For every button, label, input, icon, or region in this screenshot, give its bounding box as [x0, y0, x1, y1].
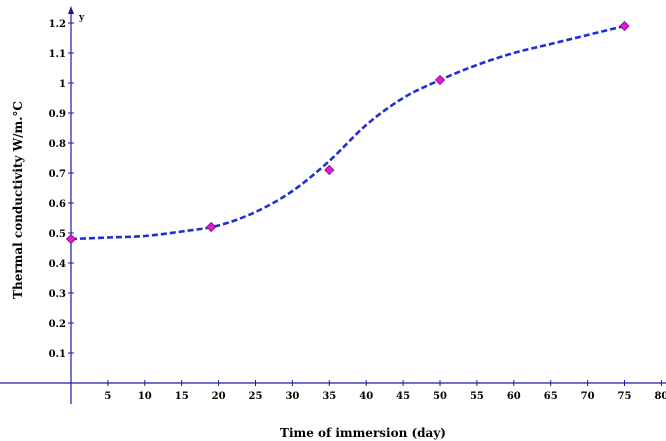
x-tick-label: 35	[322, 391, 336, 402]
y-tick-label: 1.2	[49, 19, 66, 30]
axes	[0, 6, 666, 404]
y-tick-label: 0.3	[49, 289, 66, 300]
y-tick-label: 0.9	[49, 109, 66, 120]
data-point	[324, 164, 335, 176]
series-line	[70, 24, 625, 241]
x-tick-label: 40	[359, 391, 373, 402]
y-ticks: 0.1 0.2 0.3 0.4 0.5 0.6 0.7 0.8 0.9 1 1.1 1.2	[49, 19, 74, 360]
y-axis-letter: y	[78, 13, 85, 23]
y-axis-title: Thermal conductivity W/m.°C	[11, 101, 25, 299]
x-tick-label: 55	[470, 391, 484, 402]
y-tick-label: 0.6	[49, 199, 66, 210]
y-tick-label: 0.7	[49, 169, 66, 180]
x-tick-label: 5	[104, 391, 111, 402]
y-tick-label: 0.1	[49, 349, 66, 360]
x-tick-label: 80	[654, 391, 666, 402]
y-tick-label: 1	[59, 79, 66, 90]
data-point	[206, 221, 217, 233]
y-tick-label: 0.4	[49, 259, 66, 270]
x-tick-label: 65	[544, 391, 558, 402]
x-tick-label: 15	[175, 391, 189, 402]
x-tick-label: 30	[285, 391, 299, 402]
x-ticks: 5 10 15 20 25 30 35 40 45 50 55 60 65 70 75 80	[104, 380, 666, 402]
x-tick-label: 25	[249, 391, 263, 402]
x-tick-label: 60	[507, 391, 521, 402]
y-tick-label: 0.2	[49, 319, 66, 330]
plot-area	[65, 20, 630, 245]
x-axis-title: Time of immersion (day)	[280, 426, 446, 440]
x-tick-label: 20	[212, 391, 226, 402]
x-tick-label: 50	[433, 391, 447, 402]
y-tick-label: 0.5	[49, 229, 66, 240]
x-tick-label: 10	[138, 391, 152, 402]
y-axis-arrow	[68, 6, 74, 14]
y-tick-label: 0.8	[49, 139, 66, 150]
y-tick-label: 1.1	[49, 49, 66, 60]
x-tick-label: 45	[396, 391, 410, 402]
data-point	[619, 20, 630, 32]
x-tick-label: 70	[581, 391, 595, 402]
data-point	[65, 233, 77, 245]
data-point	[434, 74, 446, 86]
x-tick-label: 75	[618, 391, 632, 402]
